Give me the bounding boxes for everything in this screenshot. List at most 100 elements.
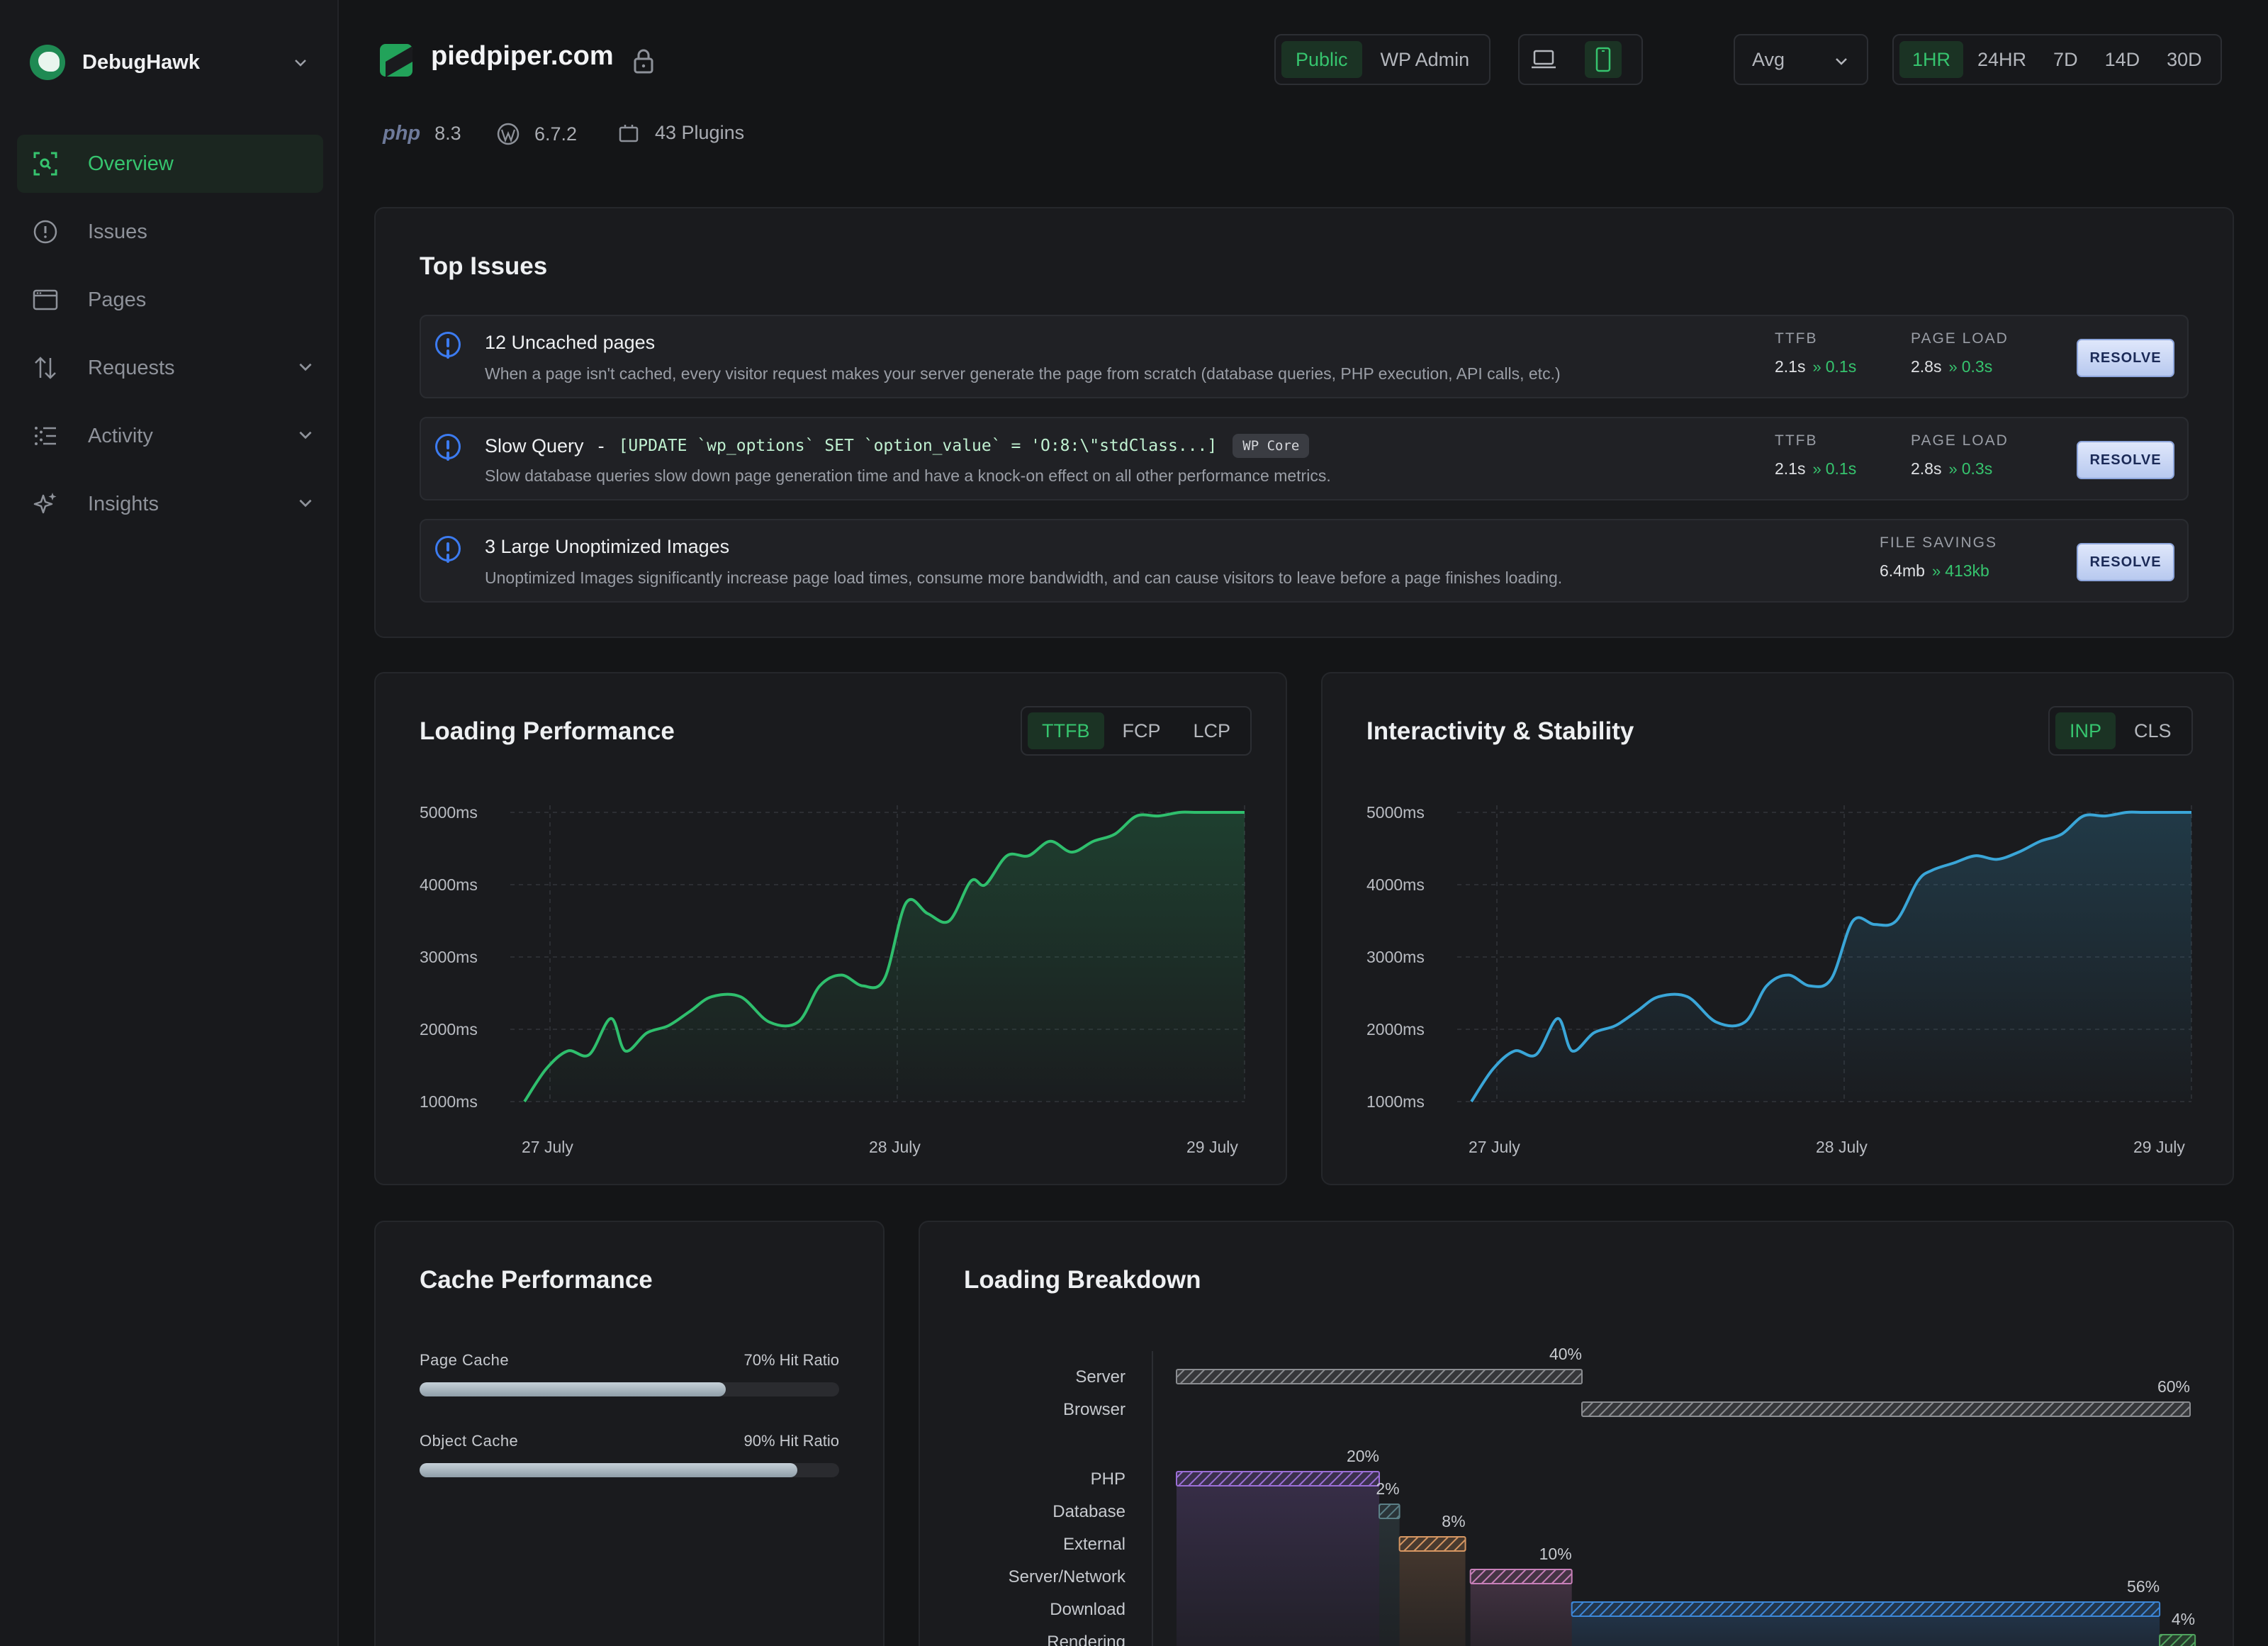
breakdown-value-label: 40% bbox=[1549, 1345, 1582, 1363]
lock-icon bbox=[634, 49, 653, 74]
tab-ttfb[interactable]: TTFB bbox=[1028, 712, 1104, 749]
issue-title: 3 Large Unoptimized Images bbox=[485, 536, 730, 557]
sidebar-item-issues[interactable]: Issues bbox=[17, 203, 323, 261]
x-tick-label: 29 July bbox=[1186, 1138, 1238, 1156]
overview-icon bbox=[31, 150, 60, 178]
sidebar-item-requests[interactable]: Requests bbox=[17, 339, 323, 397]
breakdown-column-shade bbox=[1470, 1584, 1572, 1646]
sparkles-icon bbox=[31, 490, 60, 518]
sidebar-item-label: Insights bbox=[88, 492, 159, 515]
file-savings-metric: FILE SAVINGS 6.4mb » 413kb bbox=[1880, 534, 1997, 581]
range-7d[interactable]: 7D bbox=[2053, 48, 2078, 70]
plugin-icon bbox=[619, 124, 639, 142]
sidebar-item-label: Overview bbox=[88, 152, 174, 175]
series-line bbox=[523, 810, 1245, 1103]
cache-performance-title: Cache Performance bbox=[420, 1266, 653, 1294]
sidebar-item-pages[interactable]: Pages bbox=[17, 271, 323, 329]
breakdown-bar bbox=[2159, 1634, 2196, 1646]
site-logo bbox=[380, 44, 412, 77]
metric-from: 2.8s bbox=[1911, 459, 1942, 478]
breakdown-row-label: Database bbox=[1052, 1502, 1125, 1521]
php-icon: php bbox=[383, 122, 421, 145]
laptop-icon[interactable] bbox=[1525, 41, 1562, 78]
breakdown-bar bbox=[1571, 1601, 2161, 1617]
brand-name: DebugHawk bbox=[82, 50, 200, 74]
issue-title: Slow Query bbox=[485, 435, 584, 457]
debughawk-logo bbox=[30, 45, 65, 80]
tab-fcp[interactable]: FCP bbox=[1122, 720, 1161, 741]
plugins-count: 43 Plugins bbox=[618, 122, 744, 144]
workspace-switcher[interactable]: DebugHawk bbox=[30, 43, 313, 82]
site-name: piedpiper.com bbox=[431, 41, 614, 71]
resolve-button[interactable]: RESOLVE bbox=[2077, 543, 2174, 581]
range-1hr[interactable]: 1HR bbox=[1899, 41, 1964, 78]
double-chevron-right-icon: » bbox=[1948, 357, 1957, 376]
range-14d[interactable]: 14D bbox=[2104, 48, 2140, 70]
y-tick-label: 4000ms bbox=[1366, 875, 1425, 894]
breakdown-row-label: Download bbox=[1050, 1600, 1125, 1619]
interactivity-metric-toggle: INP CLS bbox=[2048, 706, 2193, 756]
cache-progress-fill bbox=[420, 1463, 797, 1477]
issue-description: When a page isn't cached, every visitor … bbox=[485, 364, 1561, 383]
wp-version: 6.7.2 bbox=[496, 122, 577, 146]
y-tick-label: 5000ms bbox=[1366, 803, 1425, 822]
object-cache-row: Object Cache 90% Hit Ratio bbox=[420, 1432, 839, 1477]
metric-label: TTFB bbox=[1775, 330, 1818, 347]
metric-to: 413kb bbox=[1945, 561, 1989, 580]
sidebar-item-overview[interactable]: Overview bbox=[17, 135, 323, 193]
cache-label: Object Cache bbox=[420, 1432, 519, 1450]
x-tick-label: 29 July bbox=[2133, 1138, 2185, 1156]
metric-from: 2.8s bbox=[1911, 357, 1942, 376]
series-line bbox=[1470, 810, 2191, 1103]
alert-circle-icon bbox=[31, 218, 60, 246]
sidebar-item-insights[interactable]: Insights bbox=[17, 475, 323, 533]
metric-label: TTFB bbox=[1775, 432, 1818, 449]
resolve-button[interactable]: RESOLVE bbox=[2077, 441, 2174, 479]
interactivity-title: Interactivity & Stability bbox=[1366, 717, 1634, 745]
tab-public[interactable]: Public bbox=[1281, 41, 1362, 78]
tab-cls[interactable]: CLS bbox=[2134, 720, 2172, 741]
metric-to: 0.1s bbox=[1825, 357, 1857, 376]
double-chevron-right-icon: » bbox=[1812, 357, 1821, 376]
phone-icon[interactable] bbox=[1585, 41, 1622, 78]
issue-row[interactable]: 3 Large Unoptimized Images Unoptimized I… bbox=[420, 519, 2189, 603]
cache-progress-track bbox=[420, 1463, 839, 1477]
loading-metric-toggle: TTFB FCP LCP bbox=[1021, 706, 1252, 756]
series-area bbox=[1471, 812, 2191, 1102]
breakdown-value-label: 2% bbox=[1376, 1479, 1399, 1498]
php-version-value: 8.3 bbox=[434, 123, 461, 144]
double-chevron-right-icon: » bbox=[1931, 561, 1941, 580]
range-24hr[interactable]: 24HR bbox=[1977, 48, 2027, 70]
cache-progress-track bbox=[420, 1382, 839, 1396]
x-tick-label: 27 July bbox=[1469, 1138, 1520, 1156]
page-load-metric: PAGE LOAD 2.8s » 0.3s bbox=[1911, 330, 2009, 376]
browser-window-icon bbox=[31, 286, 60, 314]
tab-inp[interactable]: INP bbox=[2055, 712, 2116, 749]
tab-lcp[interactable]: LCP bbox=[1193, 720, 1231, 741]
metric-to: 0.3s bbox=[1961, 357, 1993, 376]
range-30d[interactable]: 30D bbox=[2167, 48, 2202, 70]
device-toggle bbox=[1518, 34, 1643, 85]
aggregate-select[interactable]: Avg bbox=[1734, 34, 1868, 85]
top-issues-card: Top Issues 12 Uncached pages When a page… bbox=[374, 207, 2234, 638]
y-tick-label: 2000ms bbox=[420, 1020, 478, 1038]
issue-row[interactable]: 12 Uncached pages When a page isn't cach… bbox=[420, 315, 2189, 398]
chevron-down-icon bbox=[1836, 58, 1847, 65]
issue-description: Unoptimized Images significantly increas… bbox=[485, 569, 1563, 587]
loading-breakdown-title: Loading Breakdown bbox=[964, 1266, 1201, 1294]
metric-to: 0.3s bbox=[1961, 459, 1993, 478]
sidebar-item-activity[interactable]: Activity bbox=[17, 407, 323, 465]
breakdown-value-label: 60% bbox=[2157, 1377, 2190, 1396]
wordpress-icon bbox=[497, 123, 520, 145]
metric-to: 0.1s bbox=[1825, 459, 1857, 478]
y-tick-label: 1000ms bbox=[420, 1092, 478, 1111]
sidebar-nav: Overview Issues Pages Requests Activi bbox=[17, 135, 323, 543]
sidebar-item-label: Requests bbox=[88, 356, 175, 379]
loading-performance-chart: 5000ms 4000ms 3000ms 2000ms 1000ms 27 July 28 … bbox=[420, 803, 1245, 1156]
issue-row[interactable]: Slow Query - [UPDATE `wp_options` SET `o… bbox=[420, 417, 2189, 500]
cache-progress-fill bbox=[420, 1382, 726, 1396]
tab-wp-admin[interactable]: WP Admin bbox=[1380, 48, 1470, 70]
resolve-button[interactable]: RESOLVE bbox=[2077, 339, 2174, 377]
y-tick-label: 3000ms bbox=[420, 948, 478, 966]
metric-label: FILE SAVINGS bbox=[1880, 534, 1997, 551]
